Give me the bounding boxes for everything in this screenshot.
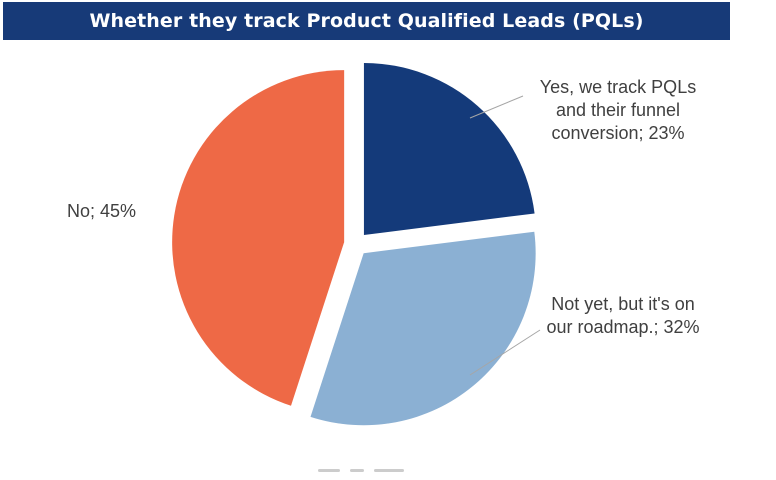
chart-title: Whether they track Product Qualified Lea… [89, 10, 644, 32]
cropped-footer-fragment [318, 466, 438, 474]
data-label-line: and their funnel [556, 100, 680, 120]
pie-slice-no [172, 70, 345, 406]
leader-line-yes [469, 95, 524, 119]
data-label-no: No; 45% [67, 201, 136, 221]
data-label-not-yet: Not yet, but it's on our roadmap.; 32% [546, 294, 699, 337]
data-label-line: our roadmap.; 32% [546, 317, 699, 337]
data-label-line: conversion; 23% [551, 123, 684, 143]
pie-slice-yes [363, 62, 535, 235]
chart-title-bar: Whether they track Product Qualified Lea… [3, 2, 730, 40]
leader-line-not-yet [469, 329, 541, 376]
data-label-yes: Yes, we track PQLs and their funnel conver… [540, 77, 696, 143]
data-label-line: Yes, we track PQLs [540, 77, 696, 97]
data-label-line: Not yet, but it's on [551, 294, 695, 314]
data-label-line: No; 45% [67, 201, 136, 221]
pie-slice-not-yet [310, 231, 536, 426]
